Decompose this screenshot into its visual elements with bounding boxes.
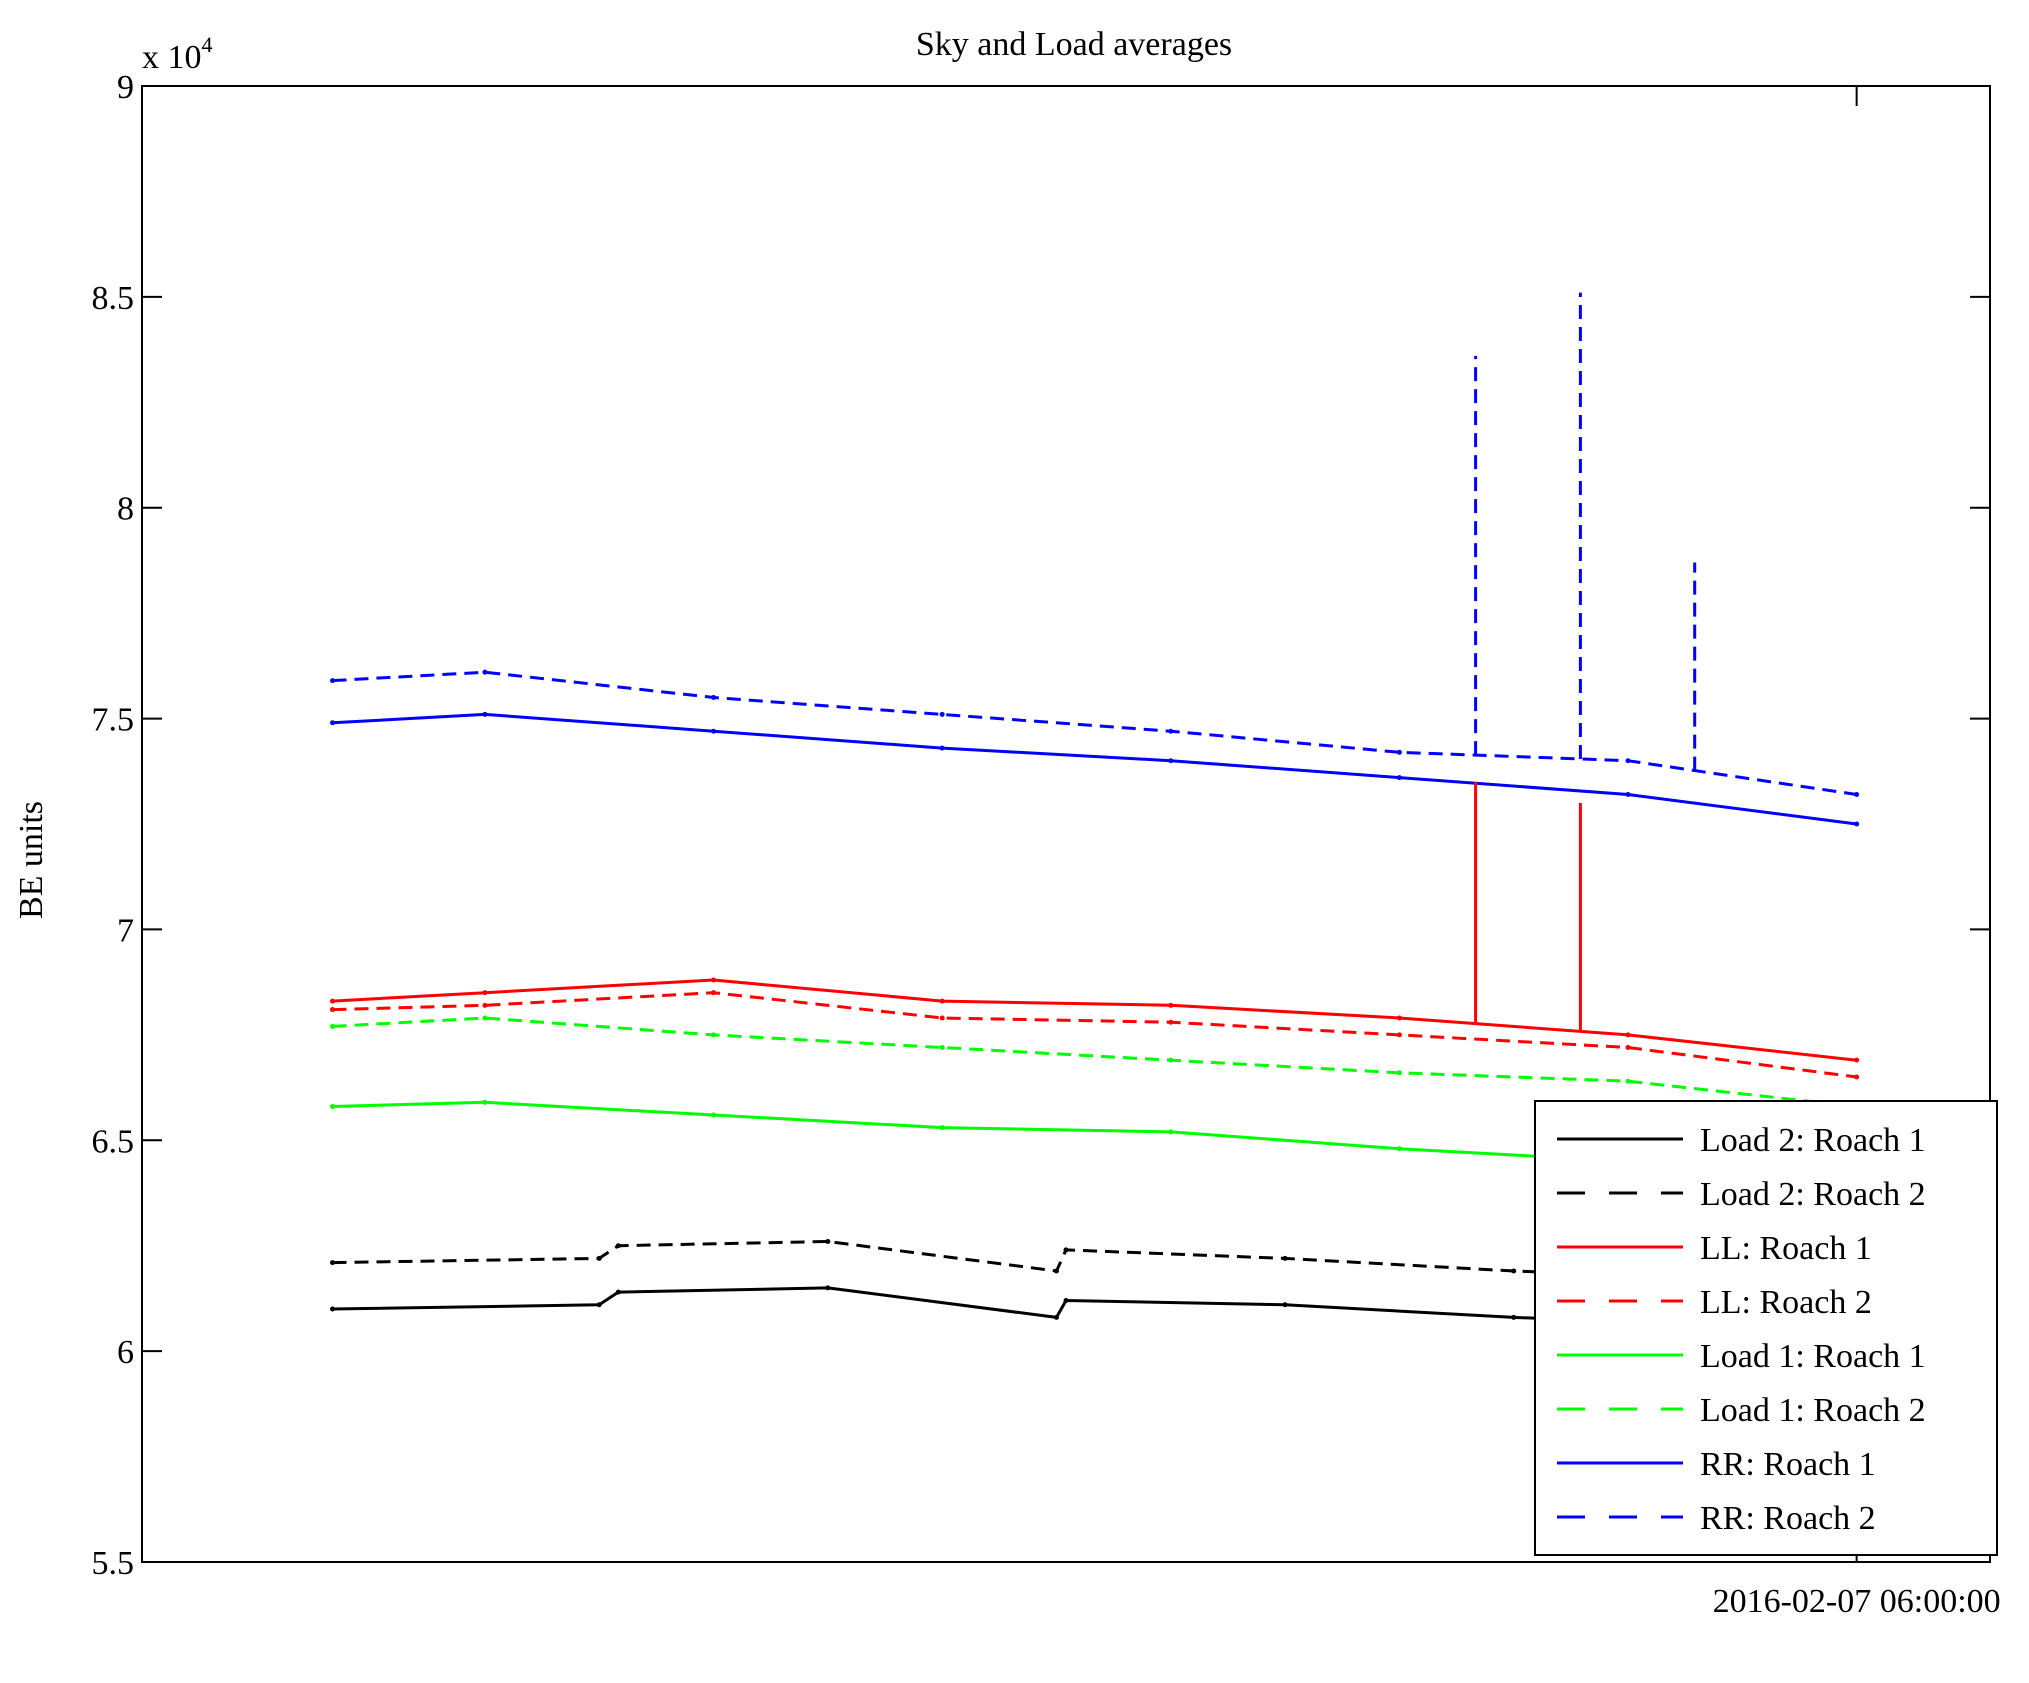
- data-point: [939, 998, 945, 1004]
- data-point: [1168, 1019, 1174, 1025]
- data-point: [939, 1125, 945, 1131]
- y-tick-label: 6: [117, 1334, 134, 1371]
- data-point: [1396, 1032, 1402, 1038]
- data-point: [939, 745, 945, 751]
- data-point: [1396, 1146, 1402, 1152]
- data-point: [1396, 1070, 1402, 1076]
- data-point: [330, 678, 336, 684]
- data-point: [939, 711, 945, 717]
- data-point: [1282, 1302, 1288, 1308]
- data-point: [1168, 728, 1174, 734]
- data-point: [596, 1302, 602, 1308]
- legend-label: LL: Roach 1: [1700, 1230, 1872, 1267]
- data-point: [482, 1002, 488, 1008]
- data-point: [1625, 1045, 1631, 1051]
- data-point: [1854, 1057, 1860, 1063]
- data-point: [482, 1015, 488, 1021]
- data-point: [1511, 1268, 1517, 1274]
- series-line: [332, 670, 1857, 796]
- series-line: [332, 991, 1857, 1079]
- data-point: [615, 1243, 621, 1249]
- y-tick-label: 7.5: [92, 702, 135, 739]
- series-ll-roach-1: [330, 977, 1860, 1063]
- data-point: [711, 728, 717, 734]
- data-point: [1168, 1129, 1174, 1135]
- y-tick-label: 9: [117, 69, 134, 106]
- legend: Load 2: Roach 1 Load 2: Roach 2 LL: Roach …: [1534, 1100, 1998, 1556]
- y-tick-label: 5.5: [92, 1545, 135, 1582]
- data-point: [711, 1112, 717, 1118]
- legend-label: RR: Roach 1: [1700, 1446, 1876, 1483]
- data-point: [939, 1015, 945, 1021]
- x-tick-label: 2016-02-07 06:00:00: [1713, 1583, 2001, 1620]
- legend-box: [1534, 1100, 1998, 1556]
- data-point: [711, 977, 717, 983]
- axes-box: [141, 85, 1991, 1563]
- data-point: [482, 1099, 488, 1105]
- data-point: [1854, 821, 1860, 827]
- y-tick-label: 8: [117, 491, 134, 528]
- y-tick-label: 7: [117, 912, 134, 949]
- series-line: [332, 712, 1857, 826]
- data-point: [1511, 1314, 1517, 1320]
- data-point: [939, 1045, 945, 1051]
- data-point: [330, 998, 336, 1004]
- legend-label: RR: Roach 2: [1700, 1500, 1876, 1537]
- data-point: [482, 669, 488, 675]
- data-point: [1053, 1268, 1059, 1274]
- data-point: [1625, 1032, 1631, 1038]
- data-point: [1053, 1314, 1059, 1320]
- data-point: [1168, 1002, 1174, 1008]
- data-point: [330, 1104, 336, 1110]
- data-point: [1063, 1298, 1069, 1304]
- data-point: [1396, 1015, 1402, 1021]
- data-point: [330, 720, 336, 726]
- data-point: [1396, 749, 1402, 755]
- plot-area: 5.5 6 6.5 7 7.5 8 8.5 9 2016-02-07 06:00:00: [92, 69, 2001, 1620]
- legend-label: Load 1: Roach 2: [1700, 1392, 1926, 1429]
- data-point: [825, 1285, 831, 1291]
- series-ll-roach-2: [330, 990, 1860, 1080]
- data-point: [711, 1032, 717, 1038]
- data-point: [1854, 791, 1860, 797]
- data-point: [1625, 791, 1631, 797]
- series-line: [332, 978, 1857, 1062]
- data-point: [1282, 1255, 1288, 1261]
- legend-label: Load 2: Roach 1: [1700, 1122, 1926, 1159]
- data-point: [1168, 758, 1174, 764]
- data-point: [596, 1255, 602, 1261]
- data-point: [1168, 1057, 1174, 1063]
- data-point: [482, 711, 488, 717]
- legend-label: Load 1: Roach 1: [1700, 1338, 1926, 1375]
- data-point: [1625, 758, 1631, 764]
- y-tick-label: 8.5: [92, 280, 135, 317]
- series-rr-roach-1: [330, 711, 1860, 827]
- data-point: [330, 1260, 336, 1266]
- data-point: [711, 990, 717, 996]
- data-point: [330, 1306, 336, 1312]
- data-point: [711, 694, 717, 700]
- series-line: [332, 1016, 1857, 1108]
- y-tick-label: 6.5: [92, 1123, 135, 1160]
- legend-label: Load 2: Roach 2: [1700, 1176, 1926, 1213]
- series-load-1-roach-2: [330, 1015, 1860, 1110]
- data-point: [825, 1238, 831, 1244]
- data-point: [615, 1289, 621, 1295]
- data-point: [330, 1007, 336, 1013]
- series-rr-roach-2: [330, 669, 1860, 797]
- data-point: [482, 990, 488, 996]
- chart-title: Sky and Load averages: [916, 26, 1232, 63]
- data-point: [1396, 775, 1402, 781]
- y-axis-label: BE units: [13, 801, 50, 919]
- data-point: [1625, 1078, 1631, 1084]
- data-point: [330, 1023, 336, 1029]
- data-point: [1063, 1247, 1069, 1253]
- y-exponent-label: x 104: [142, 32, 213, 76]
- legend-label: LL: Roach 2: [1700, 1284, 1872, 1321]
- data-point: [1854, 1074, 1860, 1080]
